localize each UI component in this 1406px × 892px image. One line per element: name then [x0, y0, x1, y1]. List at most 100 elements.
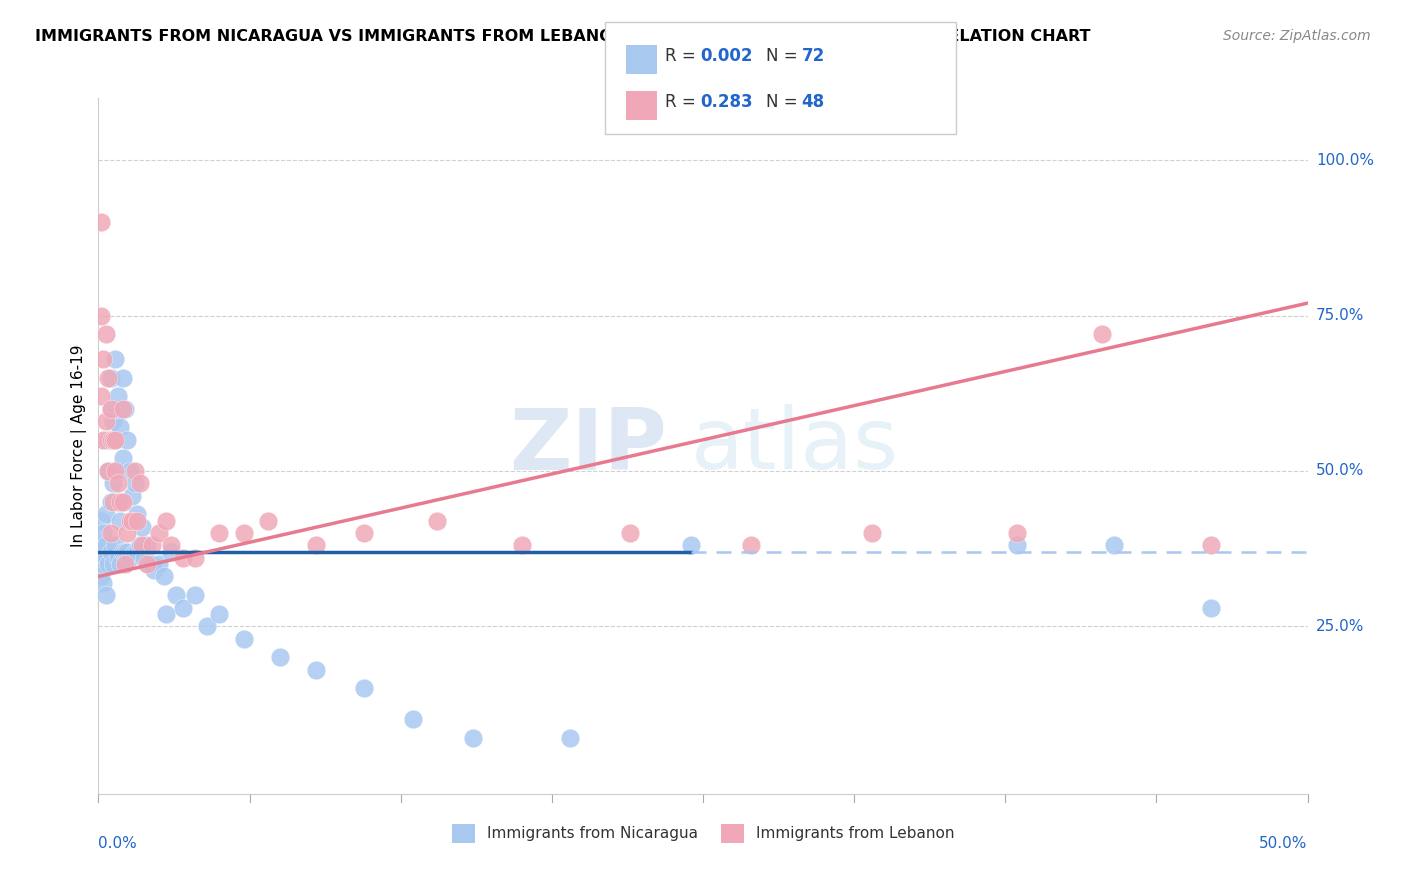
Text: 0.0%: 0.0% [98, 836, 138, 851]
Point [155, 607, 177, 621]
Point [117, 433, 139, 447]
Text: 50.0%: 50.0% [1316, 463, 1364, 478]
Point [118, 550, 141, 565]
Point [184, 550, 207, 565]
Text: Source: ZipAtlas.com: Source: ZipAtlas.com [1223, 29, 1371, 44]
Point [118, 464, 141, 478]
Point [91, 351, 114, 366]
Point [860, 526, 883, 541]
Point [107, 389, 129, 403]
Point [90, 389, 112, 403]
Point [195, 619, 218, 633]
Point [114, 401, 136, 416]
Point [100, 433, 122, 447]
Point [208, 607, 231, 621]
Text: R =: R = [665, 46, 702, 65]
Point [148, 557, 170, 571]
Point [128, 538, 150, 552]
Text: 50.0%: 50.0% [1260, 836, 1308, 851]
Point [121, 514, 143, 528]
Point [124, 544, 146, 558]
Text: IMMIGRANTS FROM NICARAGUA VS IMMIGRANTS FROM LEBANON IN LABOR FORCE | AGE 16-19 : IMMIGRANTS FROM NICARAGUA VS IMMIGRANTS … [35, 29, 1091, 45]
Point [141, 538, 163, 552]
Point [510, 538, 533, 552]
Y-axis label: In Labor Force | Age 16-19: In Labor Force | Age 16-19 [72, 344, 87, 548]
Point [94, 327, 117, 342]
Point [104, 351, 127, 366]
Point [104, 464, 127, 478]
Point [127, 514, 149, 528]
Point [1091, 327, 1114, 342]
Point [101, 557, 124, 571]
Point [134, 550, 156, 565]
Point [104, 433, 127, 447]
Point [108, 495, 131, 509]
Text: 48: 48 [801, 93, 824, 111]
Text: 75.0%: 75.0% [1316, 308, 1364, 323]
Point [138, 557, 160, 571]
Legend: Immigrants from Nicaragua, Immigrants from Lebanon: Immigrants from Nicaragua, Immigrants fr… [446, 818, 960, 849]
Point [101, 433, 124, 447]
Point [100, 544, 122, 558]
Point [107, 495, 129, 509]
Point [111, 401, 134, 416]
Point [131, 520, 153, 534]
Point [108, 557, 131, 571]
Point [426, 514, 449, 528]
Point [172, 600, 194, 615]
Point [111, 451, 134, 466]
Point [94, 538, 117, 552]
Point [100, 401, 122, 416]
Point [160, 538, 183, 552]
Point [108, 420, 131, 434]
Point [353, 681, 375, 696]
Point [1199, 538, 1222, 552]
Point [111, 370, 134, 384]
Point [135, 557, 157, 571]
Point [208, 526, 231, 541]
Point [160, 544, 183, 558]
Text: 0.283: 0.283 [700, 93, 752, 111]
Point [90, 309, 112, 323]
Point [118, 514, 141, 528]
Text: N =: N = [766, 46, 803, 65]
Point [1007, 538, 1029, 552]
Point [679, 538, 702, 552]
Point [97, 464, 120, 478]
Point [165, 588, 187, 602]
Point [100, 401, 122, 416]
Point [94, 414, 117, 428]
Point [91, 575, 114, 590]
Point [463, 731, 485, 745]
Point [91, 433, 114, 447]
Point [101, 495, 124, 509]
Point [740, 538, 762, 552]
Text: 25.0%: 25.0% [1316, 619, 1364, 633]
Point [104, 464, 127, 478]
Point [184, 588, 207, 602]
Point [305, 663, 328, 677]
Point [94, 588, 117, 602]
Point [101, 414, 124, 428]
Point [269, 650, 291, 665]
Point [124, 476, 146, 491]
Text: 72: 72 [801, 46, 825, 65]
Point [232, 632, 254, 646]
Point [155, 514, 177, 528]
Text: ZIP: ZIP [509, 404, 666, 488]
Point [107, 550, 129, 565]
Point [1199, 600, 1222, 615]
Point [172, 550, 194, 565]
Text: N =: N = [766, 93, 803, 111]
Point [90, 215, 112, 229]
Point [558, 731, 581, 745]
Point [152, 569, 174, 583]
Text: 0.002: 0.002 [700, 46, 752, 65]
Point [108, 514, 131, 528]
Point [91, 557, 114, 571]
Point [256, 514, 278, 528]
Point [114, 557, 136, 571]
Point [1007, 526, 1029, 541]
Point [94, 508, 117, 522]
Point [117, 544, 139, 558]
